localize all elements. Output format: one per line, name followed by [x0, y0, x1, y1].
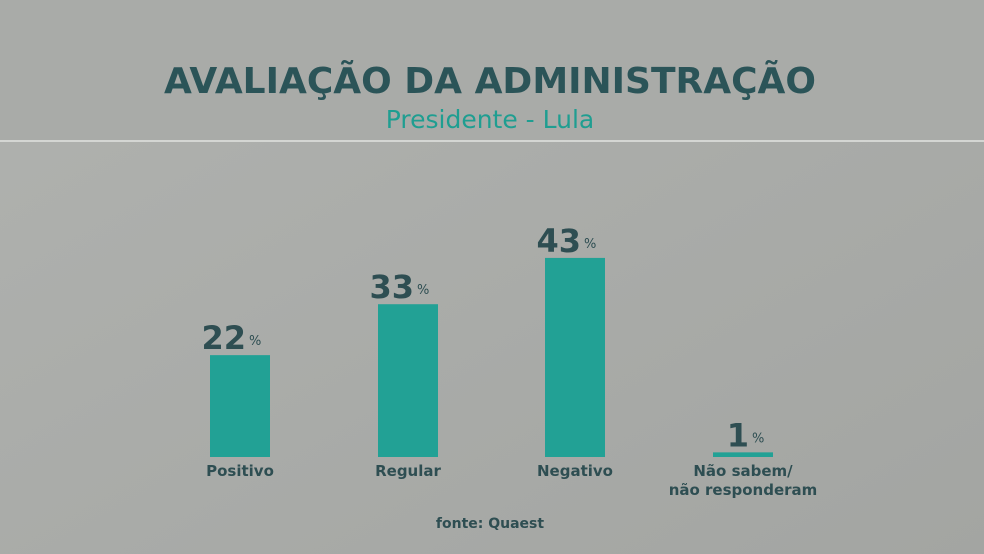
chart-title: AVALIAÇÃO DA ADMINISTRAÇÃO: [164, 60, 816, 102]
value-unit: %: [249, 334, 261, 349]
value-label: 22: [201, 319, 246, 357]
header-band: [0, 0, 984, 140]
bar: [378, 304, 438, 457]
x-tick-label: Negativo: [537, 462, 613, 480]
x-tick-label: Não sabem/não responderam: [669, 462, 818, 499]
x-tick-label: Positivo: [206, 462, 274, 480]
value-label: 33: [369, 268, 414, 306]
chart-subtitle: Presidente - Lula: [386, 105, 595, 134]
bar: [210, 355, 270, 457]
value-unit: %: [584, 237, 596, 252]
x-tick-label: Regular: [375, 462, 441, 480]
value-unit: %: [417, 283, 429, 298]
value-label: 43: [536, 222, 581, 260]
source: fonte: Quaest: [436, 516, 544, 532]
bar: [545, 257, 605, 457]
value-label: 1: [727, 416, 749, 454]
value-unit: %: [752, 431, 764, 446]
bar: [713, 452, 773, 457]
